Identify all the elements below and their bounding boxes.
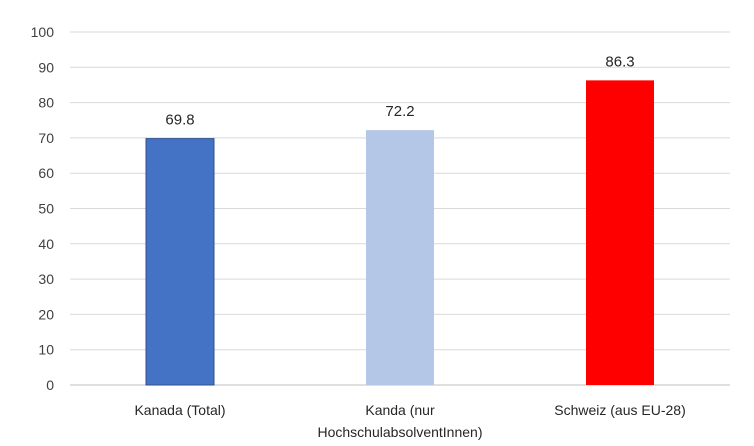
x-category-label: Kanada (Total) bbox=[134, 402, 225, 418]
y-tick-label: 70 bbox=[38, 130, 54, 146]
bars bbox=[145, 80, 654, 386]
data-labels: 69.8 72.2 86.3 bbox=[165, 53, 634, 128]
y-tick-label: 20 bbox=[38, 306, 54, 322]
y-tick-label: 90 bbox=[38, 59, 54, 75]
bar bbox=[145, 138, 215, 386]
y-tick-label: 10 bbox=[38, 342, 54, 358]
x-category-label: Kanda (nur bbox=[365, 402, 435, 418]
y-tick-label: 0 bbox=[46, 377, 54, 393]
bar-value-label: 72.2 bbox=[385, 103, 414, 120]
y-tick-label: 40 bbox=[38, 236, 54, 252]
y-tick-label: 50 bbox=[38, 201, 54, 217]
bar-value-label: 86.3 bbox=[605, 53, 634, 70]
bar bbox=[366, 130, 434, 385]
x-axis-categories: Kanada (Total) Kanda (nur Hochschulabsolve… bbox=[134, 402, 685, 440]
bar-value-label: 69.8 bbox=[165, 112, 194, 129]
y-axis-ticks: 0 10 20 30 40 50 60 70 80 90 100 bbox=[31, 24, 55, 393]
y-tick-label: 80 bbox=[38, 95, 54, 111]
x-category-label: HochschulabsolventInnen) bbox=[318, 424, 483, 440]
y-tick-label: 30 bbox=[38, 271, 54, 287]
bar bbox=[586, 80, 654, 386]
y-tick-label: 60 bbox=[38, 165, 54, 181]
x-category-label: Schweiz (aus EU-28) bbox=[554, 402, 686, 418]
y-tick-label: 100 bbox=[31, 24, 55, 40]
